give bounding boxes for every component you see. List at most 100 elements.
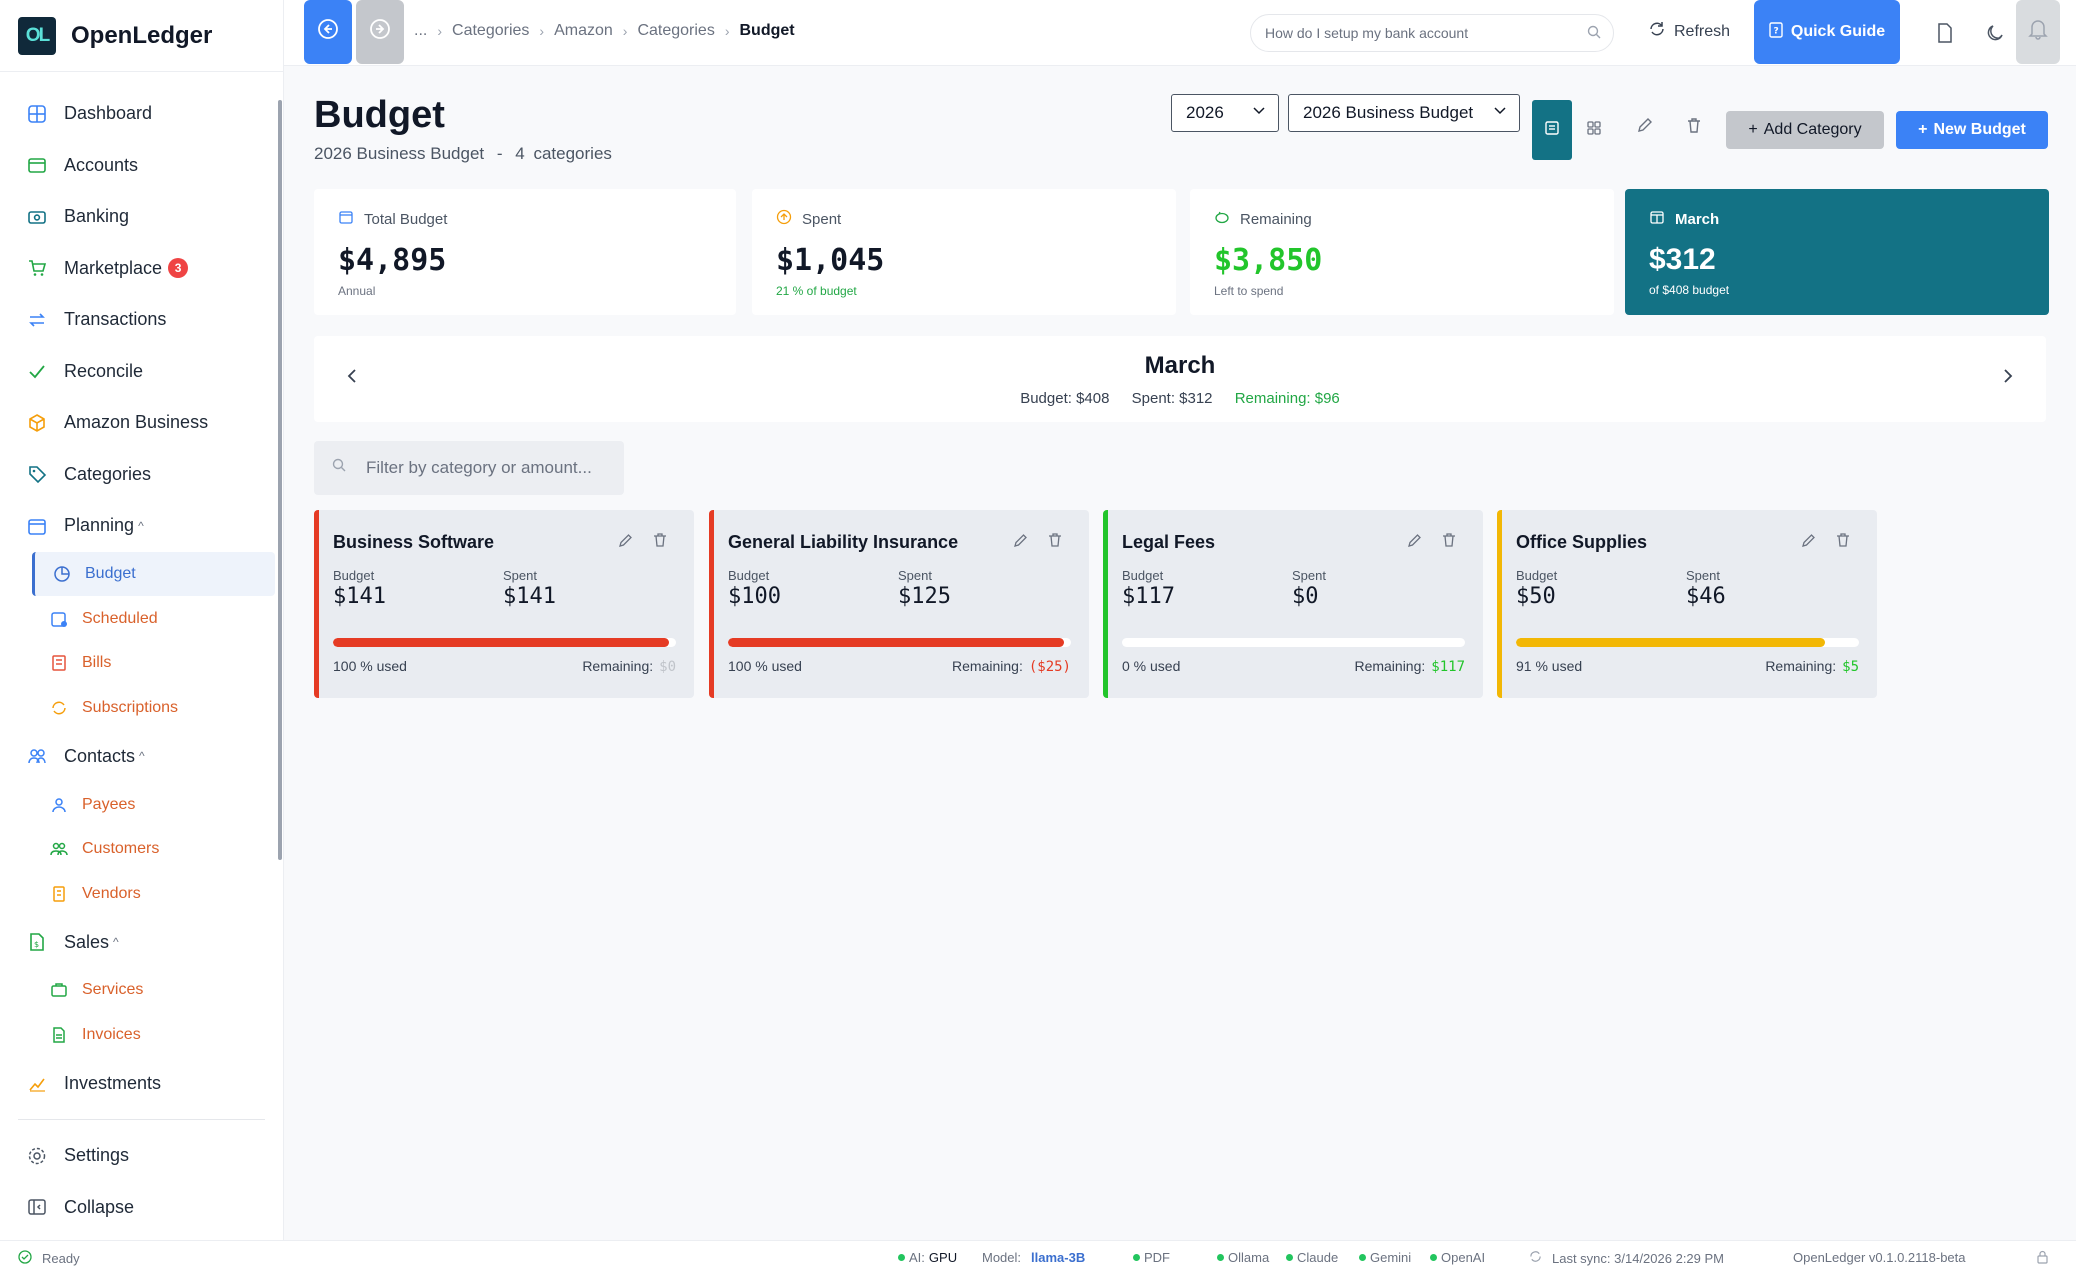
sidebar-item-bills[interactable]: Bills xyxy=(0,641,283,686)
delete-icon[interactable] xyxy=(652,532,668,552)
breadcrumb-categories[interactable]: Categories xyxy=(452,22,530,39)
sidebar-item-categories[interactable]: Categories xyxy=(0,449,283,501)
delete-budget-icon[interactable] xyxy=(1685,116,1703,139)
card-spent-value: $0 xyxy=(1292,584,1319,609)
sidebar-item-amazon-business[interactable]: Amazon Business xyxy=(0,397,283,449)
calendar-icon xyxy=(1649,209,1665,229)
subtitle-category-unit: categories xyxy=(533,144,612,163)
status-gemini: Gemini xyxy=(1359,1250,1411,1265)
budget-category-card[interactable]: Office Supplies Budget $50 Spent $46 91 % use… xyxy=(1497,510,1877,698)
refresh-icon xyxy=(1648,20,1666,43)
edit-budget-icon[interactable] xyxy=(1636,116,1654,139)
breadcrumb: ... › Categories › Amazon › Categories ›… xyxy=(414,22,795,40)
sidebar-item-payees[interactable]: Payees xyxy=(0,782,283,827)
delete-icon[interactable] xyxy=(1047,532,1063,552)
previous-month-button[interactable] xyxy=(346,366,358,392)
budget-select[interactable]: 2026 Business Budget xyxy=(1288,94,1520,132)
document-icon: $ xyxy=(26,931,48,953)
search-input[interactable]: How do I setup my bank account xyxy=(1250,14,1614,52)
sidebar-scrollbar[interactable] xyxy=(278,100,282,860)
delete-icon[interactable] xyxy=(1835,532,1851,552)
sidebar-item-planning[interactable]: Planning ^ xyxy=(0,500,283,552)
sidebar-item-collapse[interactable]: Collapse xyxy=(0,1182,283,1234)
sidebar-item-customers[interactable]: Customers xyxy=(0,827,283,872)
edit-icon[interactable] xyxy=(618,532,634,552)
stat-note: of $408 budget xyxy=(1649,283,1730,297)
model-value: llama-3B xyxy=(1031,1250,1086,1265)
sidebar-item-dashboard[interactable]: Dashboard xyxy=(0,88,283,140)
guide-icon: ? xyxy=(1769,21,1783,43)
list-view-button[interactable] xyxy=(1532,100,1572,160)
sidebar-item-investments[interactable]: Investments xyxy=(0,1058,283,1110)
breadcrumb-amazon[interactable]: Amazon xyxy=(554,22,613,39)
file-icon[interactable] xyxy=(1932,20,1958,46)
stat-label: Spent xyxy=(776,209,1152,229)
notifications-button[interactable] xyxy=(2016,0,2060,64)
back-button[interactable] xyxy=(304,0,352,64)
delete-icon[interactable] xyxy=(1441,532,1457,552)
budget-category-card[interactable]: General Liability Insurance Budget $100 Spe… xyxy=(709,510,1089,698)
moon-icon[interactable] xyxy=(1982,20,2008,46)
sidebar-item-label: Customers xyxy=(82,840,160,858)
sidebar-item-sales[interactable]: $ Sales ^ xyxy=(0,917,283,969)
sidebar-item-label: Settings xyxy=(64,1145,130,1166)
year-select[interactable]: 2026 xyxy=(1171,94,1279,132)
card-budget-value: $100 xyxy=(728,584,781,609)
svg-text:?: ? xyxy=(1773,26,1778,36)
month-remaining: Remaining: $96 xyxy=(1234,390,1340,407)
edit-icon[interactable] xyxy=(1801,532,1817,552)
sidebar-item-settings[interactable]: Settings xyxy=(0,1130,283,1182)
sidebar-item-banking[interactable]: Banking xyxy=(0,191,283,243)
sidebar-item-reconcile[interactable]: Reconcile xyxy=(0,346,283,398)
sidebar-item-services[interactable]: Services xyxy=(0,968,283,1013)
chevron-right-icon: › xyxy=(437,23,443,39)
new-budget-button[interactable]: + New Budget xyxy=(1896,111,2048,149)
sidebar-item-label: Marketplace xyxy=(64,257,163,278)
lock-icon[interactable] xyxy=(2036,1250,2049,1264)
card-remaining-label: Remaining: xyxy=(1765,658,1837,674)
next-month-button[interactable] xyxy=(2002,366,2014,392)
add-category-button[interactable]: + Add Category xyxy=(1726,111,1884,149)
calendar-icon xyxy=(26,515,48,537)
stat-label: Remaining xyxy=(1214,209,1590,229)
brand[interactable]: OL OpenLedger xyxy=(0,0,283,72)
quick-guide-button[interactable]: ? Quick Guide xyxy=(1754,0,1900,64)
stat-label-text: Spent xyxy=(802,210,842,228)
tag-icon xyxy=(26,463,48,485)
sidebar-item-marketplace[interactable]: Marketplace 3 xyxy=(0,243,283,295)
breadcrumb-ellipsis[interactable]: ... xyxy=(414,22,428,39)
breadcrumb-categories-2[interactable]: Categories xyxy=(637,22,715,39)
edit-icon[interactable] xyxy=(1013,532,1029,552)
category-filter-input[interactable]: Filter by category or amount... xyxy=(314,441,624,495)
calendar-icon xyxy=(338,209,354,229)
sidebar-item-label: Banking xyxy=(64,206,130,227)
refresh-button[interactable]: Refresh xyxy=(1648,20,1730,43)
sidebar-item-scheduled[interactable]: Scheduled xyxy=(0,596,283,641)
status-model[interactable]: Model: llama-3B xyxy=(982,1250,1085,1265)
stat-value: $1,045 xyxy=(776,243,885,278)
card-actions xyxy=(1407,532,1457,552)
budget-select-value: 2026 Business Budget xyxy=(1303,103,1474,122)
budget-category-card[interactable]: Legal Fees Budget $117 Spent $0 0 % used Remai… xyxy=(1103,510,1483,698)
sidebar-item-vendors[interactable]: Vendors xyxy=(0,872,283,917)
forward-button[interactable] xyxy=(356,0,404,64)
status-pdf: PDF xyxy=(1133,1250,1170,1265)
sidebar-item-invoices[interactable]: Invoices xyxy=(0,1013,283,1058)
briefcase-icon xyxy=(50,981,68,999)
budget-category-card[interactable]: Business Software Budget $141 Spent $141 100 … xyxy=(314,510,694,698)
sidebar-item-transactions[interactable]: Transactions xyxy=(0,294,283,346)
piggy-bank-icon xyxy=(1214,209,1230,229)
chevron-up-icon: ^ xyxy=(139,749,145,764)
sidebar-item-budget[interactable]: Budget xyxy=(32,551,275,597)
page-subtitle: 2026 Business Budget - 4 categories xyxy=(314,144,612,164)
user-icon xyxy=(50,796,68,814)
sidebar-item-accounts[interactable]: Accounts xyxy=(0,140,283,192)
status-ai: AI: GPU xyxy=(898,1250,957,1265)
subtitle-budget-name: 2026 Business Budget xyxy=(314,144,485,163)
grid-view-button[interactable] xyxy=(1574,100,1614,160)
sidebar-item-subscriptions[interactable]: Subscriptions xyxy=(0,686,283,731)
sidebar-item-contacts[interactable]: Contacts ^ xyxy=(0,731,283,783)
edit-icon[interactable] xyxy=(1407,532,1423,552)
refresh-icon xyxy=(50,699,68,717)
ai-label: AI: xyxy=(909,1250,925,1265)
